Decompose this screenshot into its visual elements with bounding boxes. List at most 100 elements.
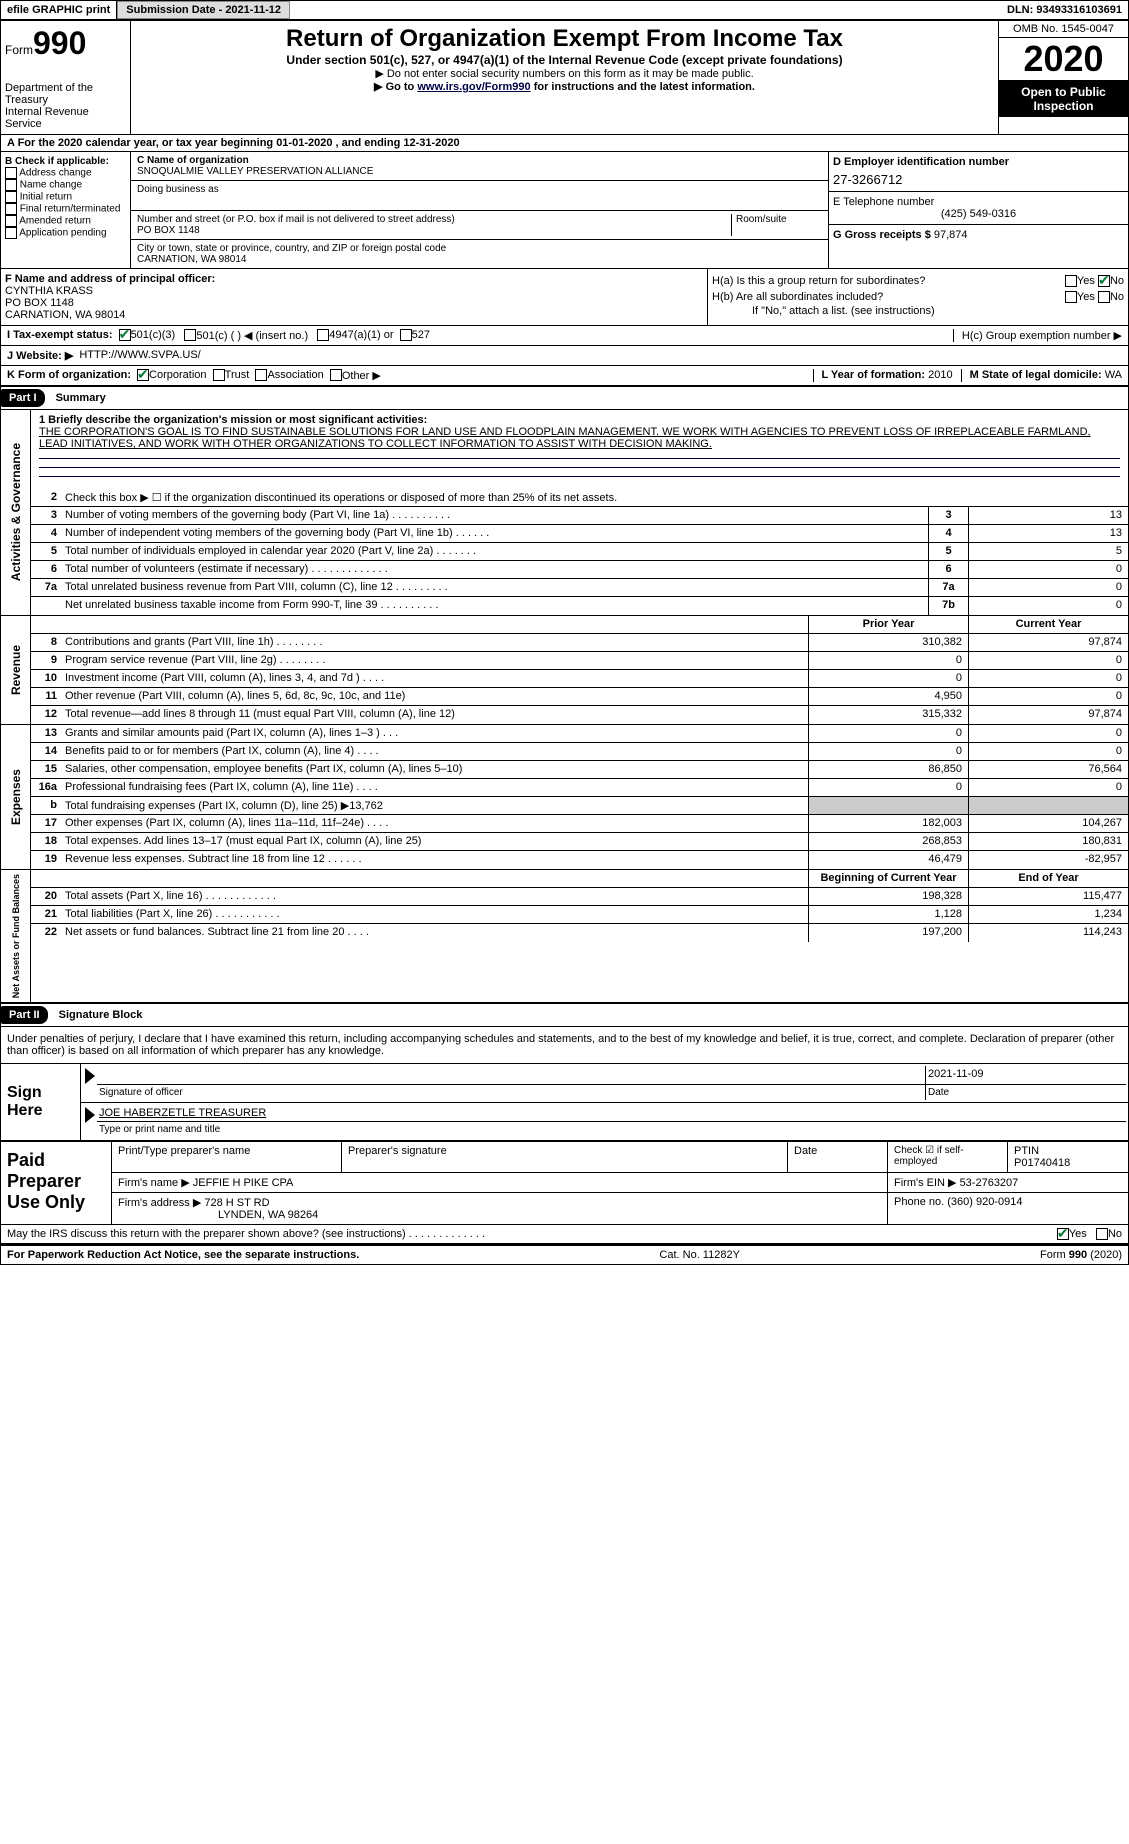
org-form-label: K Form of organization:	[7, 369, 131, 382]
check-corporation[interactable]	[137, 369, 149, 381]
line-14: 14Benefits paid to or for members (Part …	[31, 743, 1128, 761]
form-subtitle: Under section 501(c), 527, or 4947(a)(1)…	[135, 53, 994, 67]
part1-title: Summary	[48, 392, 106, 404]
website-label: J Website: ▶	[7, 349, 73, 362]
dln-label: DLN: 93493316103691	[1001, 1, 1128, 19]
phone-value: (425) 549-0316	[833, 208, 1124, 220]
group-exemption: H(c) Group exemption number ▶	[953, 329, 1122, 342]
check-501c[interactable]	[184, 329, 196, 341]
net-side-label: Net Assets or Fund Balances	[9, 870, 23, 1002]
line-12: 12Total revenue—add lines 8 through 11 (…	[31, 706, 1128, 724]
line-16a: 16aProfessional fundraising fees (Part I…	[31, 779, 1128, 797]
part1-header: Part I	[1, 389, 45, 407]
check-501c3[interactable]	[119, 329, 131, 341]
ein-label: D Employer identification number	[833, 156, 1009, 168]
mission-block: 1 Briefly describe the organization's mi…	[31, 410, 1128, 489]
group-return-box: H(a) Is this a group return for subordin…	[708, 269, 1128, 325]
part2-title: Signature Block	[51, 1009, 143, 1021]
gov-line-4: 4Number of independent voting members of…	[31, 525, 1128, 543]
check-association[interactable]	[255, 369, 267, 381]
date-label: Date	[926, 1084, 1126, 1100]
form-title: Return of Organization Exempt From Incom…	[135, 25, 994, 53]
gross-receipts-label: G Gross receipts $	[833, 229, 931, 241]
net-assets-section: Net Assets or Fund Balances Beginning of…	[1, 870, 1128, 1004]
check-name-change[interactable]: Name change	[5, 179, 126, 191]
sign-here-label: Sign Here	[1, 1064, 81, 1140]
check-other[interactable]	[330, 369, 342, 381]
tax-year: 2020	[999, 38, 1128, 81]
omb-number: OMB No. 1545-0047	[999, 21, 1128, 38]
gov-line-5: 5Total number of individuals employed in…	[31, 543, 1128, 561]
tax-period: A For the 2020 calendar year, or tax yea…	[1, 135, 1128, 152]
check-trust[interactable]	[213, 369, 225, 381]
line-20: 20Total assets (Part X, line 16) . . . .…	[31, 888, 1128, 906]
check-address-change[interactable]: Address change	[5, 167, 126, 179]
declaration-text: Under penalties of perjury, I declare th…	[1, 1027, 1128, 1063]
top-toolbar: efile GRAPHIC print Submission Date - 20…	[0, 0, 1129, 20]
net-header-row: Beginning of Current Year End of Year	[31, 870, 1128, 888]
line-18: 18Total expenses. Add lines 13–17 (must …	[31, 833, 1128, 851]
instructions-link-row: Go to www.irs.gov/Form990 for instructio…	[135, 80, 994, 93]
line-10: 10Investment income (Part VIII, column (…	[31, 670, 1128, 688]
dept-label: Department of the Treasury	[5, 82, 126, 106]
name-arrow-icon	[85, 1107, 95, 1123]
check-application-pending[interactable]: Application pending	[5, 227, 126, 239]
form-header: Form990 Department of the Treasury Inter…	[1, 21, 1128, 135]
sign-here-block: Sign Here Signature of officer 2021-11-0…	[1, 1063, 1128, 1140]
line-22: 22Net assets or fund balances. Subtract …	[31, 924, 1128, 942]
city-box: City or town, state or province, country…	[131, 240, 828, 268]
page-footer: For Paperwork Reduction Act Notice, see …	[1, 1244, 1128, 1264]
inspection-badge: Open to Public Inspection	[999, 81, 1128, 117]
line-17: 17Other expenses (Part IX, column (A), l…	[31, 815, 1128, 833]
part2-header: Part II	[1, 1006, 48, 1024]
paid-preparer-block: Paid Preparer Use Only Print/Type prepar…	[1, 1140, 1128, 1224]
line-21: 21Total liabilities (Part X, line 26) . …	[31, 906, 1128, 924]
check-amended-return[interactable]: Amended return	[5, 215, 126, 227]
line-19: 19Revenue less expenses. Subtract line 1…	[31, 851, 1128, 869]
gov-line-7a: 7aTotal unrelated business revenue from …	[31, 579, 1128, 597]
entity-section: B Check if applicable: Address change Na…	[1, 152, 1128, 269]
gov-line-7b: Net unrelated business taxable income fr…	[31, 597, 1128, 615]
sign-date: 2021-11-09	[926, 1066, 1126, 1084]
line-11: 11Other revenue (Part VIII, column (A), …	[31, 688, 1128, 706]
gov-line-2: 2Check this box ▶ ☐ if the organization …	[31, 489, 1128, 507]
revenue-side-label: Revenue	[7, 641, 25, 699]
efile-label: efile GRAPHIC print	[1, 1, 117, 19]
gov-line-3: 3Number of voting members of the governi…	[31, 507, 1128, 525]
line-15: 15Salaries, other compensation, employee…	[31, 761, 1128, 779]
check-initial-return[interactable]: Initial return	[5, 191, 126, 203]
signature-arrow-icon	[85, 1068, 95, 1084]
line-8: 8Contributions and grants (Part VIII, li…	[31, 634, 1128, 652]
governance-section: Activities & Governance 1 Briefly descri…	[1, 410, 1128, 616]
dba-box: Doing business as	[131, 181, 828, 211]
gross-receipts-value: 97,874	[934, 229, 968, 241]
phone-label: E Telephone number	[833, 196, 934, 208]
line-9: 9Program service revenue (Part VIII, lin…	[31, 652, 1128, 670]
revenue-section: Revenue Prior Year Current Year 8Contrib…	[1, 616, 1128, 725]
instructions-link[interactable]: www.irs.gov/Form990	[417, 81, 530, 93]
ein-value: 27-3266712	[833, 168, 1124, 191]
ssn-note: Do not enter social security numbers on …	[135, 67, 994, 80]
discuss-question: May the IRS discuss this return with the…	[7, 1228, 485, 1240]
form-number: Form990	[5, 25, 126, 62]
check-4947[interactable]	[317, 329, 329, 341]
address-box: Number and street (or P.O. box if mail i…	[131, 211, 828, 240]
name-label: Type or print name and title	[97, 1121, 1126, 1137]
form-page: Form990 Department of the Treasury Inter…	[0, 20, 1129, 1265]
section-b-checkboxes: B Check if applicable: Address change Na…	[1, 152, 131, 268]
discuss-yes[interactable]	[1057, 1228, 1069, 1240]
signature-label: Signature of officer	[97, 1084, 925, 1100]
officer-name: JOE HABERZETLE TREASURER	[97, 1105, 1126, 1121]
org-name-box: C Name of organization SNOQUALMIE VALLEY…	[131, 152, 828, 181]
expenses-section: Expenses 13Grants and similar amounts pa…	[1, 725, 1128, 870]
expenses-side-label: Expenses	[7, 765, 25, 829]
line-13: 13Grants and similar amounts paid (Part …	[31, 725, 1128, 743]
paid-preparer-label: Paid Preparer Use Only	[1, 1142, 111, 1224]
discuss-no[interactable]	[1096, 1228, 1108, 1240]
check-527[interactable]	[400, 329, 412, 341]
check-final-return[interactable]: Final return/terminated	[5, 203, 126, 215]
revenue-header-row: Prior Year Current Year	[31, 616, 1128, 634]
submission-date-button[interactable]: Submission Date - 2021-11-12	[117, 1, 290, 19]
line-b: bTotal fundraising expenses (Part IX, co…	[31, 797, 1128, 815]
website-value: HTTP://WWW.SVPA.US/	[79, 349, 200, 362]
